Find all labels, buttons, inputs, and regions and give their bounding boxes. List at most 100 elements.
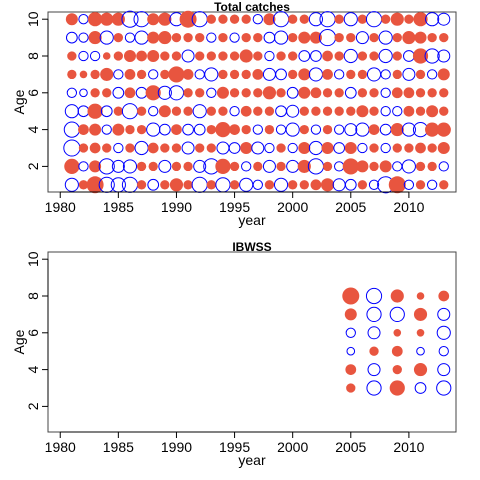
bubble-positive [369, 143, 379, 153]
bubble-positive [298, 141, 311, 155]
bubble-positive [124, 87, 136, 99]
bubble-negative [414, 382, 427, 394]
bubble-positive [298, 86, 311, 99]
chart-title: Total catches [214, 0, 290, 14]
bubble-negative [392, 161, 403, 172]
bubble-positive [111, 12, 125, 26]
bubble-negative [344, 86, 357, 99]
bubble-positive [183, 180, 193, 190]
bubble-positive [344, 308, 357, 321]
bubble-negative [355, 31, 369, 45]
bubble-negative [194, 69, 205, 80]
bubble-positive [263, 13, 276, 26]
bubble-positive [426, 105, 439, 118]
bubble-negative [403, 50, 415, 62]
bubble-positive [288, 51, 298, 61]
bubble-positive [168, 66, 185, 83]
bubble-positive [369, 106, 379, 116]
x-tick-label: 2005 [335, 439, 366, 455]
bubble-positive [158, 12, 172, 26]
bubble-positive [264, 106, 275, 116]
bubble-positive [89, 142, 101, 154]
bubble-negative [366, 306, 382, 323]
bubble-positive [241, 32, 251, 43]
bubble-negative [334, 124, 345, 135]
bubble-negative [343, 48, 358, 64]
bubble-negative [63, 121, 80, 138]
bubble-negative [438, 346, 449, 357]
bubble-negative [286, 86, 299, 99]
bubble-marks [342, 287, 452, 396]
bubble-positive [218, 69, 228, 80]
plot-frame [47, 251, 457, 433]
bubble-positive [218, 106, 228, 116]
bubble-positive [299, 124, 309, 135]
y-tick-label: 6 [25, 89, 41, 97]
bubble-positive [183, 32, 193, 43]
bubble-positive [334, 32, 344, 43]
bubble-negative [252, 124, 263, 135]
bubble-negative [401, 159, 416, 174]
bubble-positive [229, 161, 240, 172]
bubble-positive [403, 87, 415, 99]
bubble-negative [121, 176, 139, 193]
bubble-positive [413, 307, 428, 321]
bubble-positive [393, 329, 402, 337]
bubble-negative [332, 178, 346, 192]
bubble-positive [439, 32, 449, 43]
bubble-negative [241, 161, 252, 172]
bubble-positive [369, 32, 379, 43]
bubble-positive [240, 141, 253, 155]
bubble-positive [404, 14, 414, 24]
bubble-negative [275, 124, 287, 135]
bubble-positive [253, 106, 263, 116]
bubble-positive [171, 124, 182, 135]
bubble-positive [218, 51, 228, 61]
bubble-positive [147, 31, 160, 44]
bubble-negative [308, 140, 324, 156]
bubble-positive [415, 69, 426, 80]
bubble-negative [192, 104, 207, 119]
bubble-negative [121, 10, 139, 28]
bubble-positive [392, 143, 402, 153]
bubble-positive [357, 88, 368, 98]
bubble-negative [380, 69, 391, 80]
bubble-negative [191, 176, 208, 193]
bubble-negative [392, 106, 403, 117]
bubble-negative [64, 177, 79, 192]
bubble-positive [125, 143, 135, 153]
bubble-negative [334, 69, 345, 80]
bubble-positive [415, 161, 426, 172]
bubble-positive [357, 69, 368, 80]
y-tick-label: 6 [25, 329, 41, 337]
bubble-negative [78, 50, 89, 62]
bubble-positive [322, 88, 333, 98]
bubble-positive [264, 180, 275, 190]
bubble-negative [78, 161, 89, 172]
bubble-positive [67, 69, 77, 80]
bubble-positive [90, 69, 100, 80]
bubble-positive [160, 143, 170, 153]
y-axis: 2 4 6 8 10 [25, 11, 49, 170]
bubble-positive [404, 143, 414, 153]
bubble-negative [287, 142, 298, 154]
y-axis-label: Age [11, 89, 27, 114]
bubble-positive [298, 68, 311, 81]
bubble-positive [276, 161, 286, 172]
bubble-positive [322, 124, 333, 135]
bubble-negative [252, 179, 263, 190]
bubble-positive [321, 141, 334, 155]
bubble-positive [390, 289, 404, 303]
bubble-positive [390, 12, 404, 26]
bubble-negative [182, 123, 194, 136]
bubble-positive [100, 12, 114, 26]
bubble-positive [299, 180, 309, 190]
bubble-negative [193, 123, 206, 136]
bubble-positive [288, 69, 298, 80]
bubble-negative [66, 87, 78, 98]
bubble-negative [229, 32, 240, 43]
bubble-negative [378, 30, 393, 45]
bubble-positive [171, 106, 182, 116]
bubble-positive [346, 106, 356, 116]
bubble-negative [64, 104, 79, 119]
